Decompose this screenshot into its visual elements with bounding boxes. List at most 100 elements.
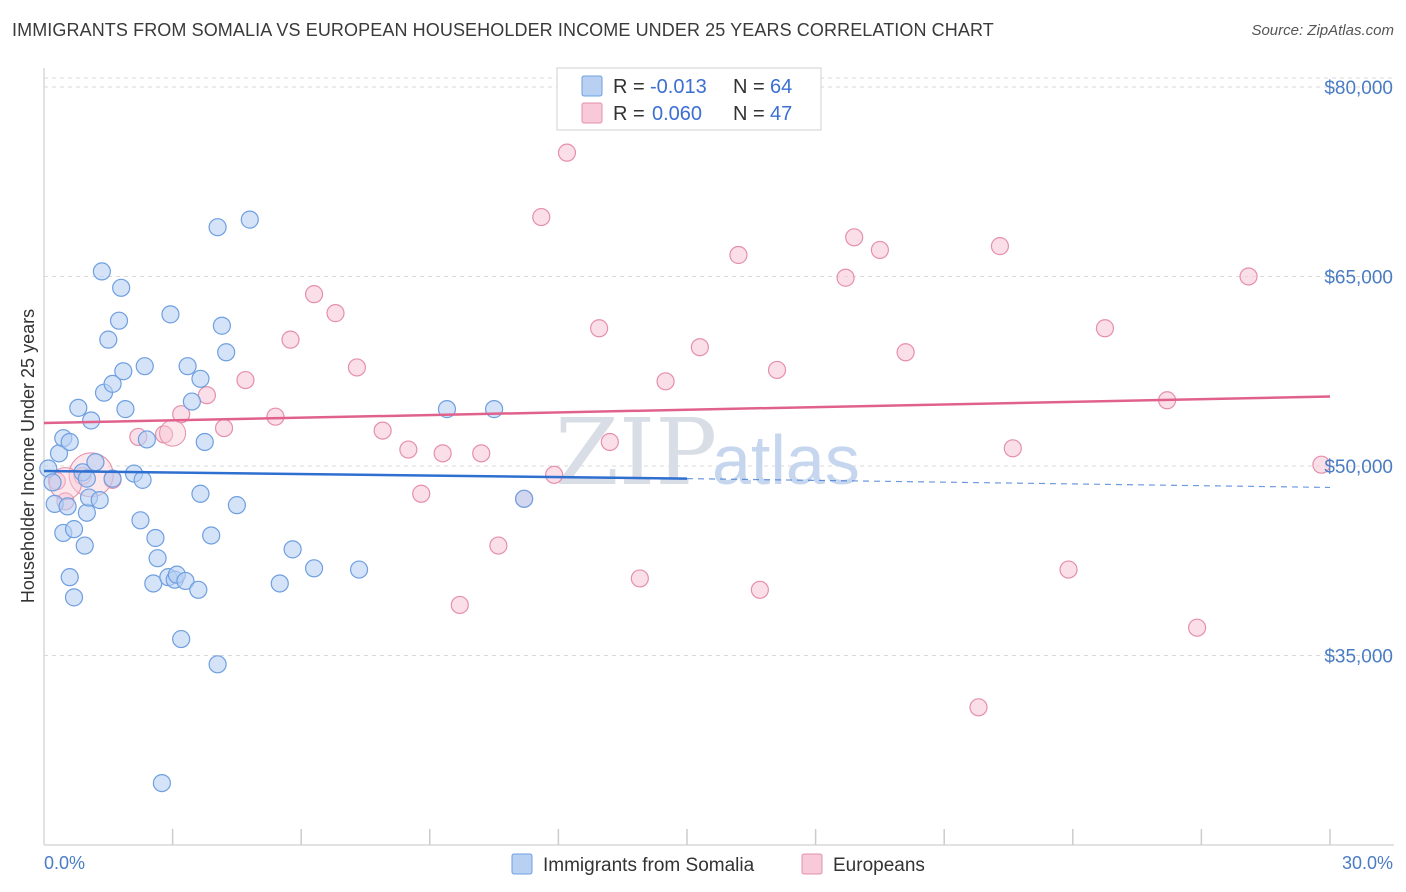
x-tick-label-max: 30.0%: [1342, 853, 1393, 873]
somalia-point: [176, 571, 195, 591]
x-tick-marks: [171, 829, 1331, 845]
europeans-point: [450, 595, 469, 615]
somalia-point: [182, 392, 201, 411]
somalia-point: [189, 580, 208, 599]
europeans-point: [836, 268, 855, 287]
europeans-point: [433, 444, 452, 463]
europeans-point: [600, 432, 619, 452]
europeans-point: [990, 237, 1010, 256]
bottom-legend-swatch-europeans[interactable]: [801, 853, 823, 875]
europeans-point: [281, 330, 300, 349]
somalia-point: [191, 369, 210, 388]
somalia-point: [75, 536, 94, 555]
bottom-legend-swatch-somalia[interactable]: [511, 853, 533, 875]
somalia-point: [161, 305, 180, 324]
somalia-point: [77, 469, 96, 488]
somalia-point: [86, 453, 105, 472]
somalia-point: [116, 400, 135, 419]
somalia-point: [133, 470, 152, 489]
legend-n-value-europeans: 47: [770, 103, 792, 125]
somalia-point: [195, 432, 214, 452]
somalia-point: [240, 210, 259, 229]
somalia-point: [92, 262, 111, 281]
somalia-point: [202, 526, 221, 545]
europeans-point: [729, 245, 748, 265]
europeans-point: [656, 372, 675, 391]
europeans-point: [545, 465, 564, 484]
y-axis-label: Householder Income Under 25 years: [18, 309, 38, 603]
europeans-point: [690, 338, 709, 357]
europeans-point: [1003, 439, 1022, 458]
somalia-point: [270, 574, 289, 593]
somalia-point: [109, 311, 129, 330]
somalia-point: [227, 496, 246, 515]
europeans-point: [326, 304, 345, 323]
europeans-point: [557, 143, 577, 162]
somalia-point: [112, 278, 131, 297]
europeans-point: [870, 240, 890, 260]
y-tick-label: $65,000: [1324, 267, 1393, 288]
legend-r-value-europeans: 0.060: [652, 103, 702, 125]
somalia-point: [82, 411, 101, 430]
europeans-point: [1059, 560, 1078, 579]
europeans-point: [1188, 618, 1207, 637]
legend-r-label-europeans: R =: [613, 103, 645, 125]
somalia-point: [64, 588, 84, 607]
somalia-point: [43, 473, 62, 492]
somalia-point: [178, 357, 197, 376]
somalia-points: [39, 210, 534, 793]
somalia-point: [515, 489, 534, 508]
somalia-point: [208, 655, 227, 674]
europeans-point: [373, 421, 392, 440]
europeans-point: [845, 228, 864, 247]
somalia-point: [146, 528, 165, 548]
europeans-point: [304, 285, 324, 304]
europeans-point: [896, 343, 915, 362]
legend-swatch-somalia: [581, 75, 603, 97]
watermark-zip: ZIP: [555, 399, 717, 506]
somalia-point: [148, 549, 167, 568]
somalia-trend-line-extrapolated: [686, 478, 1331, 489]
europeans-point: [532, 207, 551, 227]
axes: [43, 68, 1394, 846]
somalia-point: [349, 560, 369, 579]
somalia-point: [152, 773, 171, 793]
bottom-legend-label-europeans[interactable]: Europeans: [833, 855, 925, 876]
somalia-trend-line: [43, 469, 688, 480]
legend-swatch-europeans: [581, 102, 603, 124]
watermark-atlas: atlas: [712, 421, 860, 499]
europeans-point: [236, 370, 255, 390]
y-tick-label: $80,000: [1324, 78, 1393, 99]
somalia-point: [114, 362, 133, 381]
europeans-cluster-point: [159, 419, 187, 447]
europeans-point: [750, 580, 769, 599]
europeans-point: [1095, 319, 1115, 338]
somalia-point: [131, 511, 150, 530]
series-legend: Immigrants from Somalia Europeans: [511, 853, 925, 876]
x-tick-label-min: 0.0%: [44, 853, 85, 873]
europeans-point: [1239, 267, 1258, 286]
legend-n-value-somalia: 64: [770, 76, 792, 98]
somalia-point: [58, 497, 77, 516]
legend-r-label-somalia: R =: [613, 76, 645, 98]
watermark: ZIP atlas: [555, 399, 860, 506]
europeans-point: [630, 569, 649, 588]
somalia-point: [304, 559, 324, 578]
somalia-point: [99, 330, 118, 349]
trend-lines: [43, 395, 1331, 489]
somalia-point: [137, 430, 156, 449]
chart-title: IMMIGRANTS FROM SOMALIA VS EUROPEAN HOUS…: [12, 20, 994, 40]
europeans-point: [489, 536, 508, 555]
europeans-point: [172, 405, 191, 424]
europeans-point: [767, 360, 787, 380]
europeans-point: [472, 444, 491, 463]
somalia-point: [90, 490, 109, 510]
somalia-point: [191, 484, 210, 503]
europeans-point: [590, 319, 609, 338]
europeans-point: [266, 407, 285, 426]
stats-legend: R = -0.013 N = 64 R = 0.060 N = 47: [556, 67, 822, 131]
somalia-point: [103, 469, 122, 488]
somalia-point: [135, 357, 154, 376]
bottom-legend-label-somalia[interactable]: Immigrants from Somalia: [543, 855, 755, 876]
